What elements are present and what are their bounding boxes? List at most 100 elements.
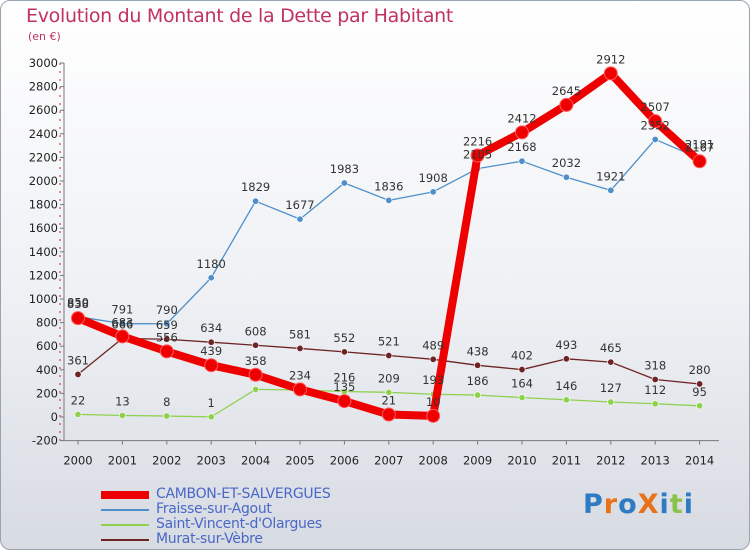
data-point-cambon-et-salvergues bbox=[381, 407, 396, 422]
data-label-murat-sur-vebre: 581 bbox=[289, 327, 311, 341]
legend-swatch bbox=[101, 491, 149, 499]
data-point-murat-sur-vebre bbox=[696, 380, 704, 388]
data-point-saint-vincent-d-olargues bbox=[474, 391, 482, 399]
data-label-fraisse-sur-agout: 1836 bbox=[374, 179, 403, 193]
data-point-murat-sur-vebre bbox=[252, 341, 260, 349]
data-point-murat-sur-vebre bbox=[385, 352, 393, 360]
x-tick-label: 2013 bbox=[641, 454, 670, 468]
data-label-cambon-et-salvergues: 234 bbox=[289, 368, 311, 382]
data-label-fraisse-sur-agout: 791 bbox=[111, 303, 133, 317]
data-point-saint-vincent-d-olargues bbox=[562, 396, 570, 404]
y-tick-label: 600 bbox=[36, 339, 58, 353]
y-tick-label: 800 bbox=[36, 316, 58, 330]
x-tick-label: 2012 bbox=[596, 454, 625, 468]
data-label-saint-vincent-d-olargues: 112 bbox=[644, 383, 666, 397]
data-label-fraisse-sur-agout: 2168 bbox=[507, 140, 536, 154]
x-tick-label: 2009 bbox=[463, 454, 492, 468]
logo-letter: i bbox=[683, 489, 694, 520]
data-point-murat-sur-vebre bbox=[296, 344, 304, 352]
data-point-fraisse-sur-agout bbox=[163, 320, 171, 328]
y-tick-label: 0 bbox=[51, 410, 58, 424]
y-tick-label: 2000 bbox=[29, 174, 58, 188]
data-label-cambon-et-salvergues: 2507 bbox=[641, 100, 670, 114]
logo-letter: X bbox=[637, 489, 660, 520]
data-point-fraisse-sur-agout bbox=[429, 188, 437, 196]
proxiti-logo: ProXiti bbox=[583, 489, 694, 520]
legend-swatch bbox=[101, 539, 149, 541]
y-tick-label: 200 bbox=[36, 386, 58, 400]
x-tick-label: 2004 bbox=[241, 454, 270, 468]
data-label-cambon-et-salvergues: 358 bbox=[245, 354, 267, 368]
data-label-saint-vincent-d-olargues: 13 bbox=[115, 394, 130, 408]
series-line-cambon-et-salvergues bbox=[74, 69, 704, 420]
y-tick-label: 1800 bbox=[29, 198, 58, 212]
data-point-fraisse-sur-agout bbox=[385, 196, 393, 204]
data-label-murat-sur-vebre: 659 bbox=[156, 318, 178, 332]
data-point-saint-vincent-d-olargues bbox=[696, 402, 704, 410]
x-tick-label: 2008 bbox=[419, 454, 448, 468]
logo-letter: t bbox=[669, 489, 684, 520]
x-tick-label: 2000 bbox=[63, 454, 92, 468]
data-point-cambon-et-salvergues bbox=[426, 408, 441, 423]
data-point-cambon-et-salvergues bbox=[204, 358, 219, 373]
legend-swatch bbox=[101, 524, 149, 526]
data-label-fraisse-sur-agout: 2352 bbox=[641, 118, 670, 132]
data-point-saint-vincent-d-olargues bbox=[118, 411, 126, 419]
logo-letter: r bbox=[603, 489, 619, 520]
data-point-fraisse-sur-agout bbox=[562, 173, 570, 181]
data-label-cambon-et-salvergues: 683 bbox=[111, 315, 133, 329]
data-point-cambon-et-salvergues bbox=[692, 154, 707, 169]
x-tick-label: 2001 bbox=[108, 454, 137, 468]
y-tick-label: 1000 bbox=[29, 292, 58, 306]
y-tick-label: 3000 bbox=[29, 56, 58, 70]
data-label-murat-sur-vebre: 465 bbox=[600, 341, 622, 355]
data-label-fraisse-sur-agout: 2191 bbox=[685, 137, 714, 151]
logo-letter: P bbox=[583, 489, 604, 520]
data-point-cambon-et-salvergues bbox=[248, 367, 263, 382]
data-label-fraisse-sur-agout: 1180 bbox=[197, 257, 226, 271]
series-line-fraisse-sur-agout bbox=[77, 138, 701, 325]
data-point-saint-vincent-d-olargues bbox=[207, 413, 215, 421]
data-point-murat-sur-vebre bbox=[429, 355, 437, 363]
legend-swatch bbox=[101, 509, 149, 511]
data-point-saint-vincent-d-olargues bbox=[163, 412, 171, 420]
data-point-saint-vincent-d-olargues bbox=[74, 410, 82, 418]
x-tick-label: 2003 bbox=[197, 454, 226, 468]
data-point-murat-sur-vebre bbox=[562, 355, 570, 363]
data-point-cambon-et-salvergues bbox=[337, 394, 352, 409]
data-label-cambon-et-salvergues: 2216 bbox=[463, 135, 492, 149]
data-point-murat-sur-vebre bbox=[651, 375, 659, 383]
data-label-cambon-et-salvergues: 135 bbox=[333, 380, 355, 394]
legend-label: CAMBON-ET-SALVERGUES bbox=[156, 486, 331, 502]
data-label-saint-vincent-d-olargues: 164 bbox=[511, 377, 533, 391]
data-point-saint-vincent-d-olargues bbox=[518, 394, 526, 402]
y-tick-label: 2800 bbox=[29, 80, 58, 94]
data-label-cambon-et-salvergues: 2645 bbox=[552, 84, 581, 98]
data-point-fraisse-sur-agout bbox=[296, 215, 304, 223]
x-tick-label: 2006 bbox=[330, 454, 359, 468]
x-tick-label: 2005 bbox=[285, 454, 314, 468]
data-label-cambon-et-salvergues: 556 bbox=[156, 330, 178, 344]
logo-letter: o bbox=[618, 489, 638, 520]
data-label-saint-vincent-d-olargues: 193 bbox=[422, 373, 444, 387]
data-label-murat-sur-vebre: 402 bbox=[511, 349, 533, 363]
data-label-murat-sur-vebre: 521 bbox=[378, 335, 400, 349]
data-point-fraisse-sur-agout bbox=[518, 157, 526, 165]
data-label-saint-vincent-d-olargues: 1 bbox=[208, 396, 215, 410]
data-point-saint-vincent-d-olargues bbox=[651, 400, 659, 408]
data-point-fraisse-sur-agout bbox=[340, 179, 348, 187]
data-label-murat-sur-vebre: 318 bbox=[644, 358, 666, 372]
data-point-cambon-et-salvergues bbox=[470, 148, 485, 163]
data-point-cambon-et-salvergues bbox=[159, 344, 174, 359]
legend-label: Murat-sur-Vèbre bbox=[156, 531, 263, 547]
data-label-saint-vincent-d-olargues: 209 bbox=[378, 371, 400, 385]
legend-label: Fraisse-sur-Agout bbox=[156, 501, 272, 517]
data-label-saint-vincent-d-olargues: 186 bbox=[467, 374, 489, 388]
y-tick-label: -200 bbox=[32, 434, 58, 448]
chart-title: Evolution du Montant de la Dette par Hab… bbox=[26, 5, 454, 27]
data-label-fraisse-sur-agout: 1677 bbox=[285, 198, 314, 212]
data-point-fraisse-sur-agout bbox=[207, 274, 215, 282]
data-label-murat-sur-vebre: 552 bbox=[333, 331, 355, 345]
